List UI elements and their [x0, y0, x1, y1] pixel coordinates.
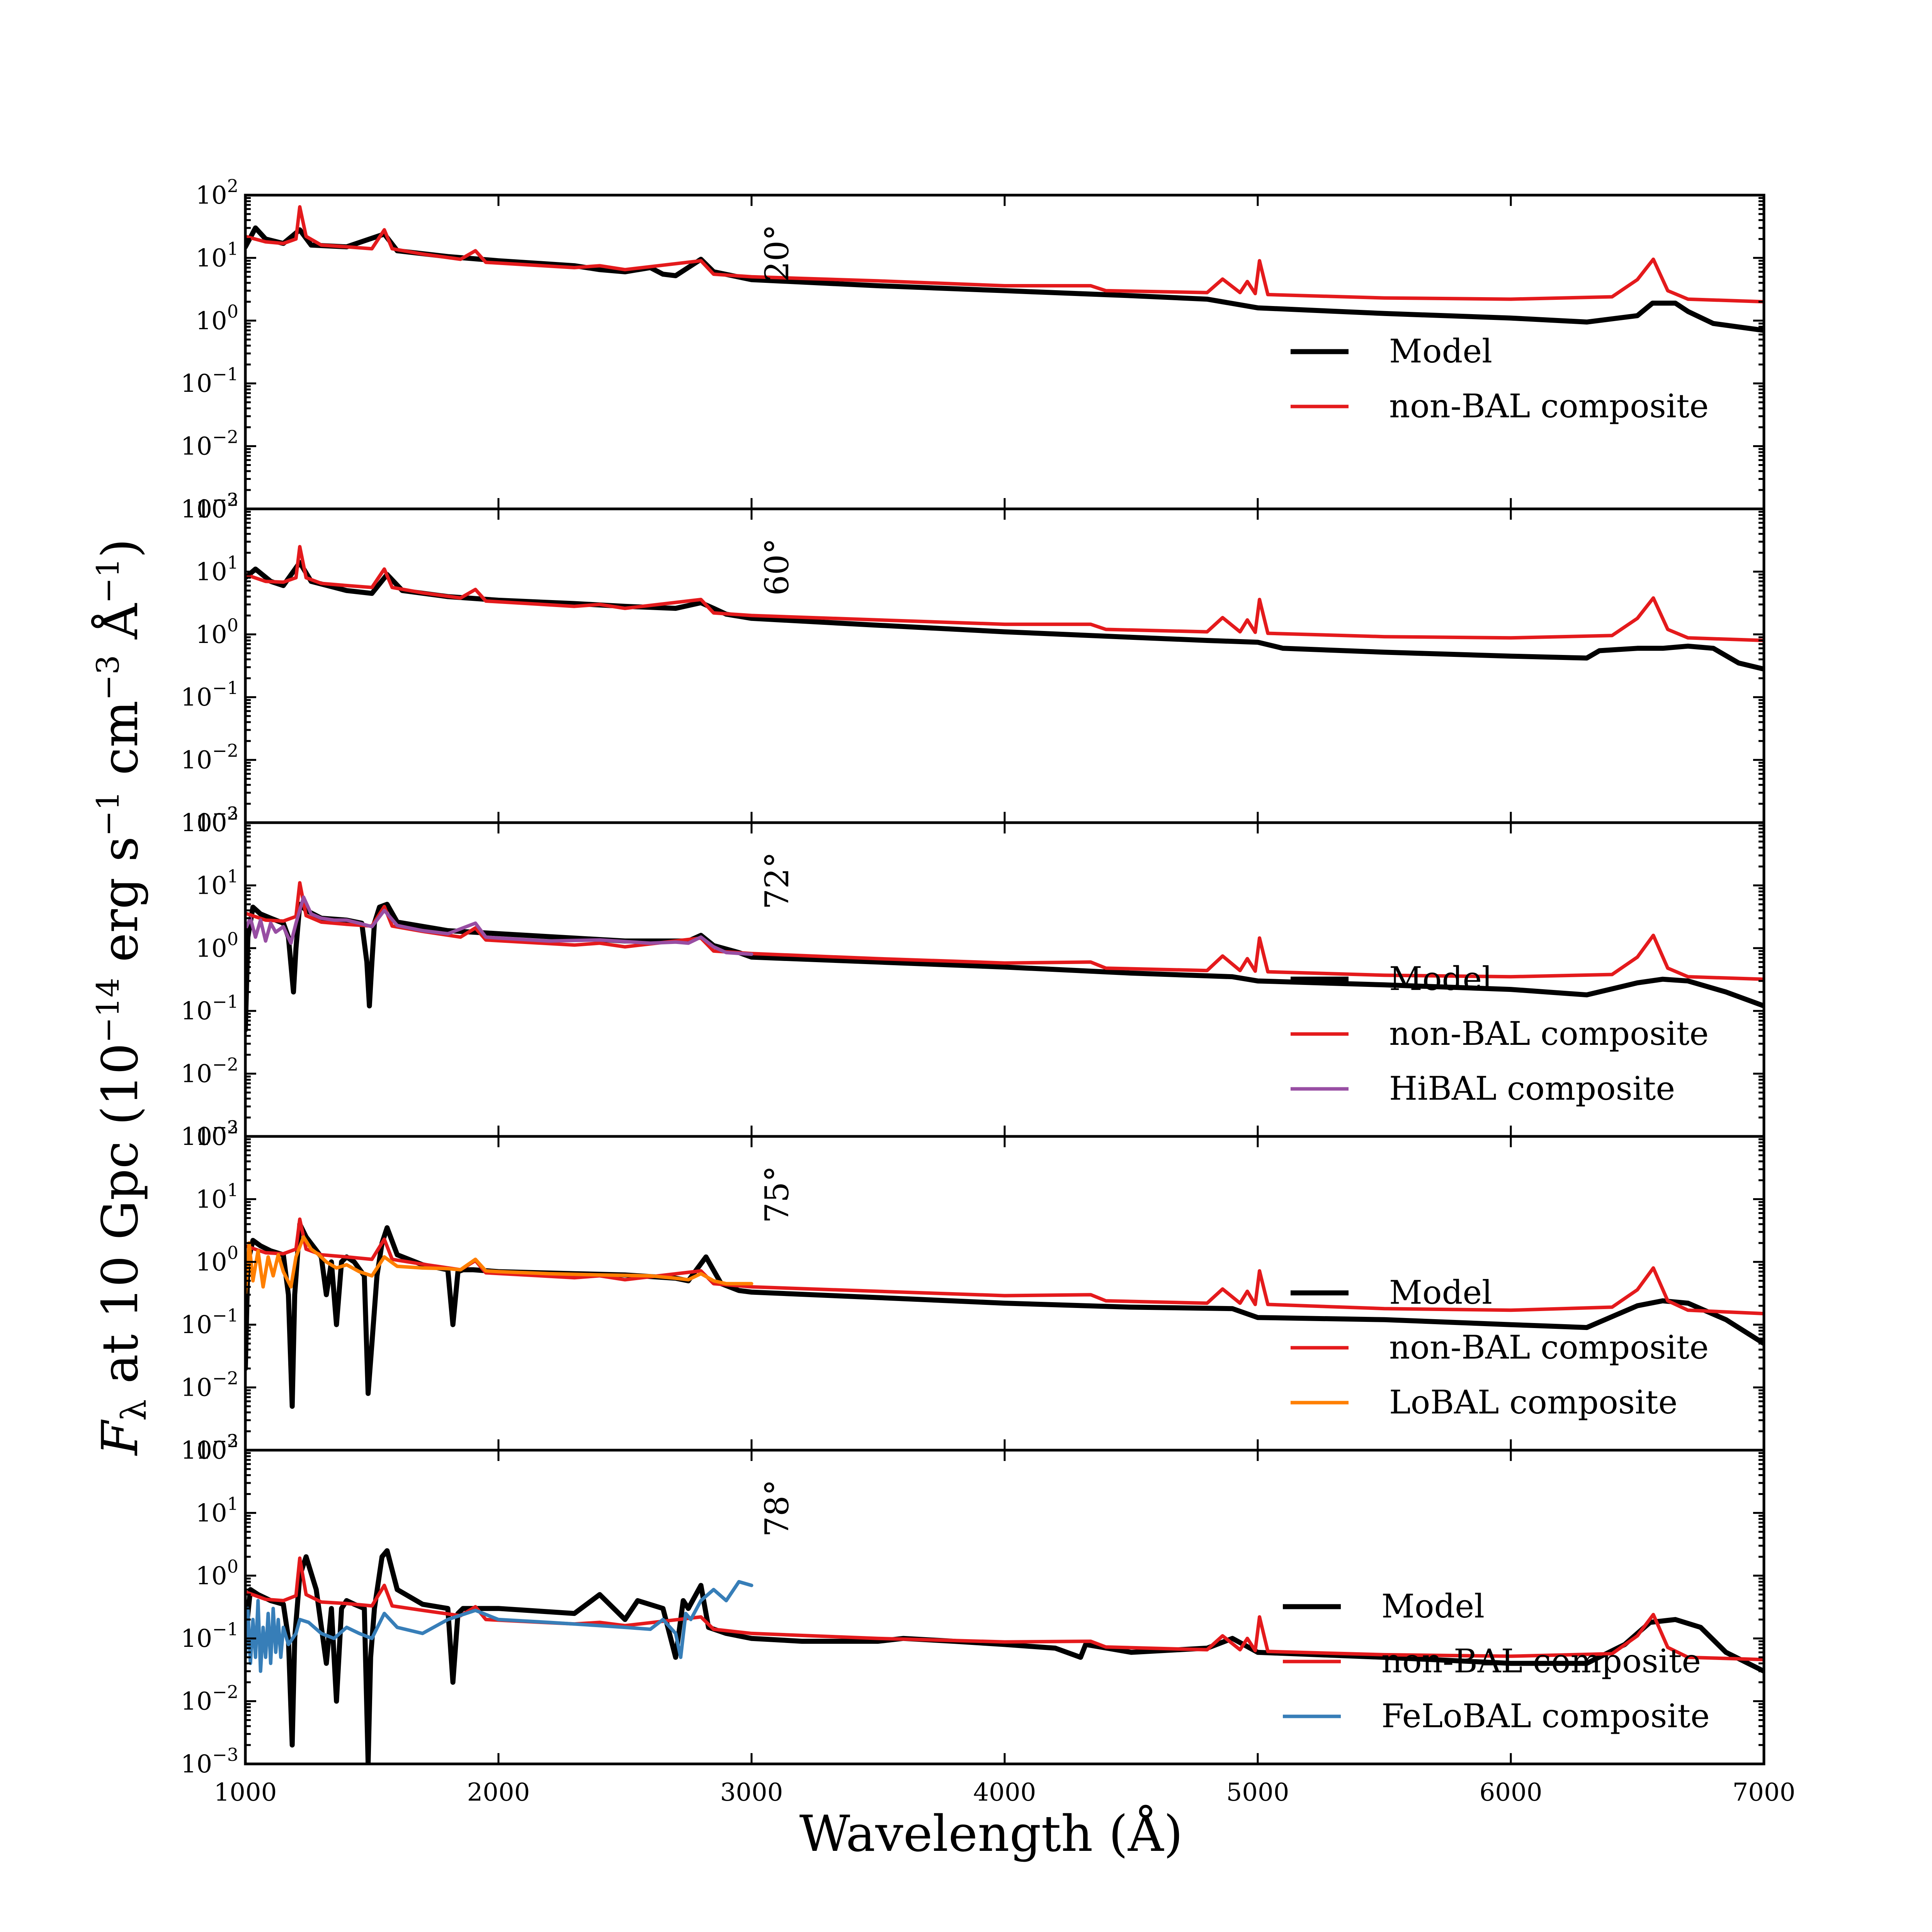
y-tick-label: 101 [196, 866, 238, 900]
series-hibal-composite-line [245, 895, 753, 956]
y-tick-label: 10−3 [181, 1744, 238, 1779]
y-tick-label: 102 [196, 1117, 238, 1151]
panel-3: 10−3 10−2 10−1 100 101 102 72° Model non-BAL com… [181, 803, 1765, 1151]
y-tick-label: 10−2 [181, 1054, 238, 1088]
y-tick-label: 100 [196, 1556, 238, 1590]
y-tick-label: 10−1 [181, 677, 238, 712]
y-tick-label: 10−3 [181, 489, 238, 524]
series-group [245, 881, 1764, 1032]
x-tick-label: 7000 [1733, 1778, 1796, 1807]
y-axis-title: Fλ at 10 Gpc (10−14 erg s−1 cm−3 Å−1) [90, 539, 154, 1456]
series-group [245, 1548, 1764, 1764]
y-tick-label: 10−2 [181, 427, 238, 461]
legend-label: Model [1389, 332, 1492, 370]
legend-label: non-BAL composite [1389, 1328, 1709, 1366]
y-tick-label: 10−2 [181, 1368, 238, 1402]
inclination-angle-label: 78° [758, 1480, 796, 1537]
inclination-angle-label: 75° [758, 1166, 796, 1223]
legend-label: FeLoBAL composite [1381, 1697, 1710, 1735]
y-tick-label: 100 [196, 1242, 238, 1277]
y-tick-label: 101 [196, 1179, 238, 1214]
inclination-angle-label: 72° [758, 852, 796, 910]
y-tick-label: 10−3 [181, 1430, 238, 1465]
legend-label: LoBAL composite [1389, 1383, 1677, 1421]
series-model-line [245, 1221, 1764, 1409]
y-tick-label: 10−2 [181, 740, 238, 775]
x-tick-label: 4000 [973, 1778, 1036, 1807]
y-tick-label: 100 [196, 615, 238, 649]
legend-label: non-BAL composite [1381, 1642, 1701, 1680]
y-tick-label: 10−3 [181, 803, 238, 837]
x-tick-label: 1000 [214, 1778, 277, 1807]
y-tick-label: 10−1 [181, 991, 238, 1026]
series-lobal-composite-line [245, 1235, 753, 1297]
y-tick-label: 10−1 [181, 1305, 238, 1339]
legend-label: Model [1389, 960, 1492, 998]
legend-label: Model [1389, 1274, 1492, 1311]
series-group [245, 545, 1764, 672]
y-tick-label: 10−1 [181, 1619, 238, 1653]
x-tick-label: 3000 [720, 1778, 783, 1807]
y-tick-label: 100 [196, 929, 238, 963]
series-group [245, 1217, 1764, 1409]
legend-label: Model [1381, 1587, 1485, 1625]
series-non-bal-composite-line [245, 545, 1764, 642]
plot-frame [244, 507, 1765, 824]
series-felobal-composite-line [245, 1580, 753, 1673]
series-model-line [245, 1548, 1764, 1764]
legend-label: non-BAL composite [1389, 387, 1709, 425]
series-non-bal-composite-line [245, 205, 1764, 304]
y-tick-label: 102 [196, 489, 238, 524]
x-tick-label: 2000 [467, 1778, 530, 1807]
y-tick-label: 10−1 [181, 364, 238, 398]
y-tick-label: 10−3 [181, 1117, 238, 1151]
y-tick-label: 101 [196, 1493, 238, 1527]
series-non-bal-composite-line [245, 1217, 1764, 1316]
y-tick-label: 101 [196, 552, 238, 586]
panel-2: 10−3 10−2 10−1 100 101 102 60° [181, 489, 1765, 837]
legend-label: non-BAL composite [1389, 1015, 1709, 1053]
x-tick-label: 5000 [1226, 1778, 1289, 1807]
panel-1: 10−3 10−2 10−1 100 101 102 20° Model non-BAL com… [181, 175, 1765, 524]
y-tick-label: 100 [196, 301, 238, 335]
series-non-bal-composite-line [245, 1556, 1764, 1662]
inclination-angle-label: 60° [758, 538, 796, 596]
x-axis-title: Wavelength (Å) [799, 1805, 1183, 1863]
y-tick-label: 10−2 [181, 1682, 238, 1716]
panels: 10−3 10−2 10−1 100 101 102 20° Model non-BAL com… [181, 175, 1796, 1807]
y-tick-label: 102 [196, 803, 238, 837]
legend-label: HiBAL composite [1389, 1070, 1675, 1107]
series-group [245, 205, 1764, 333]
series-model-line [245, 225, 1764, 333]
panel-4: 10−3 10−2 10−1 100 101 102 75° Model non-BAL com… [181, 1117, 1765, 1465]
x-tick-label: 6000 [1480, 1778, 1543, 1807]
series-model-line [245, 901, 1764, 1032]
y-tick-label: 102 [196, 175, 238, 210]
y-tick-label: 102 [196, 1430, 238, 1465]
inclination-angle-label: 20° [758, 224, 796, 282]
plot-frame [244, 194, 1765, 510]
series-model-line [245, 560, 1764, 672]
panel-5: 1000 2000 3000 4000 5000 6000 7000 10−3 10−2 10−1… [181, 1430, 1796, 1807]
y-tick-label: 101 [196, 238, 238, 272]
